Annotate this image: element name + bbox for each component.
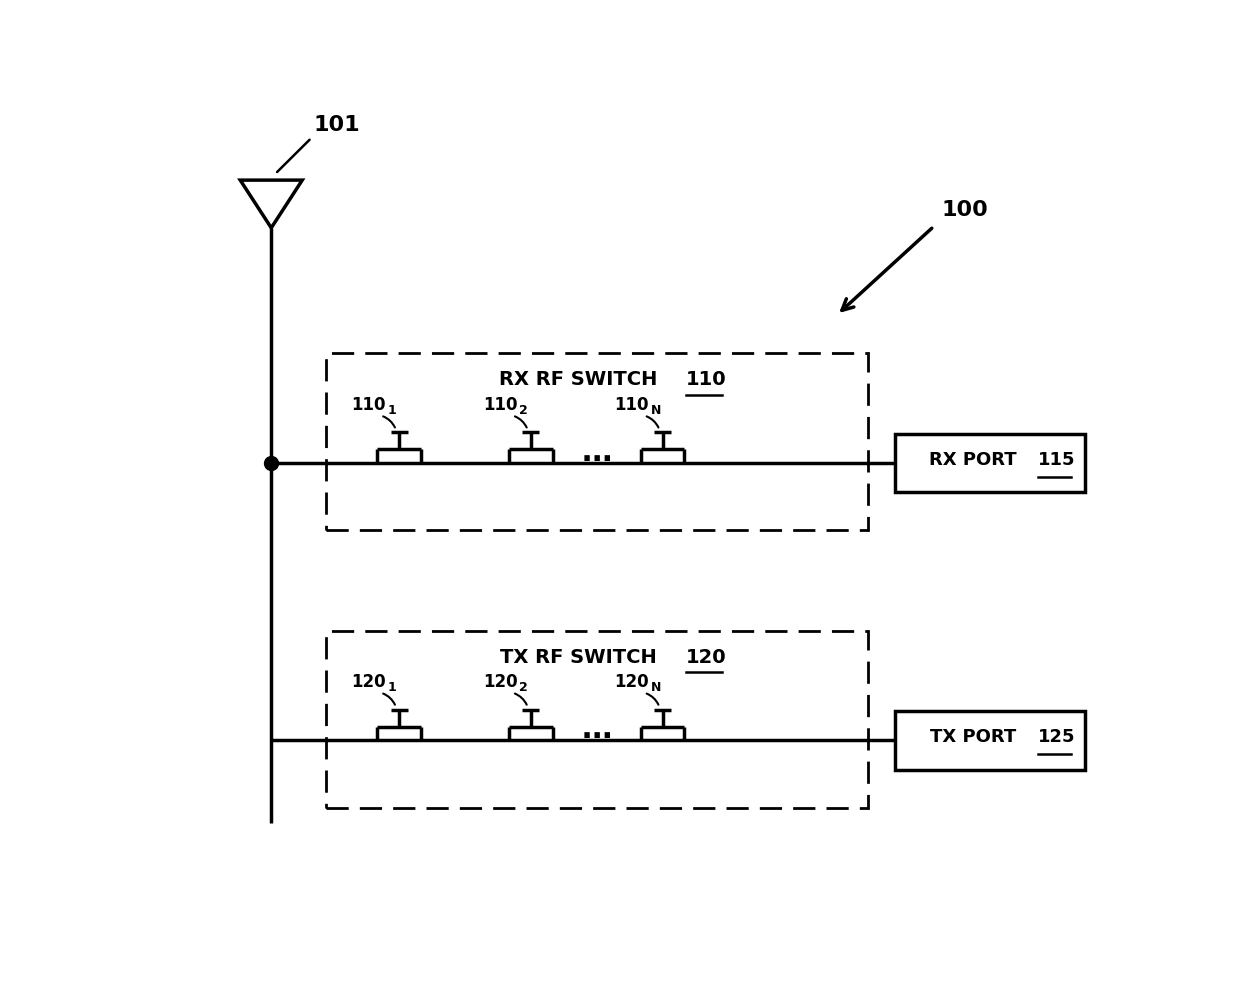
Text: 125: 125 <box>1038 728 1075 746</box>
Bar <box>325 630 868 808</box>
Text: 1: 1 <box>387 681 397 694</box>
Text: RX RF SWITCH: RX RF SWITCH <box>498 371 663 390</box>
Text: RX PORT: RX PORT <box>929 451 1023 469</box>
Text: ⋯: ⋯ <box>582 723 613 752</box>
Text: N: N <box>651 681 661 694</box>
Text: TX RF SWITCH: TX RF SWITCH <box>500 648 663 667</box>
Text: 2: 2 <box>520 404 528 417</box>
Text: TX PORT: TX PORT <box>930 728 1022 746</box>
Text: 120: 120 <box>686 648 727 667</box>
Text: 120: 120 <box>351 673 386 691</box>
Text: 101: 101 <box>314 116 361 136</box>
Bar <box>895 434 1085 492</box>
Text: 120: 120 <box>615 673 650 691</box>
Text: 110: 110 <box>615 396 649 414</box>
Text: 110: 110 <box>686 371 727 390</box>
Text: 2: 2 <box>520 681 528 694</box>
Text: 115: 115 <box>1038 451 1075 469</box>
Text: 110: 110 <box>351 396 386 414</box>
Text: N: N <box>651 404 661 417</box>
Text: 120: 120 <box>482 673 517 691</box>
Text: ⋯: ⋯ <box>582 446 613 474</box>
Text: 100: 100 <box>941 200 988 221</box>
Text: 110: 110 <box>482 396 517 414</box>
Bar <box>325 353 868 531</box>
Text: 1: 1 <box>387 404 397 417</box>
Bar <box>895 711 1085 769</box>
